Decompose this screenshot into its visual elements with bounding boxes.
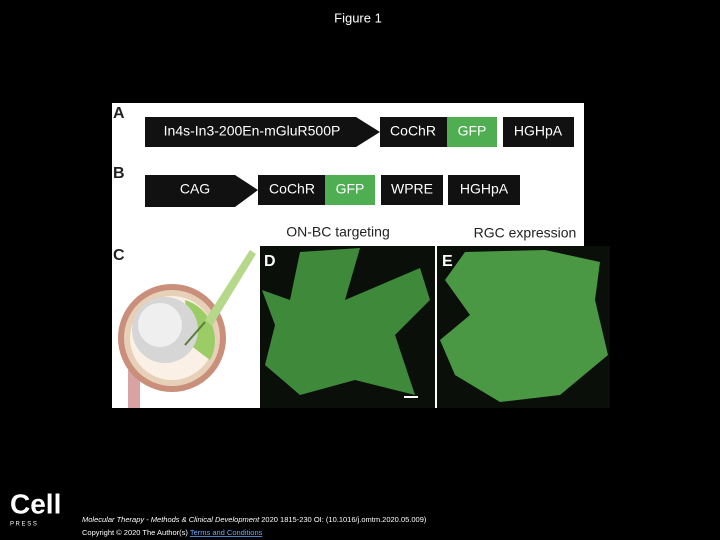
opsin: CoChR [390,123,436,139]
scale-bar [404,396,418,398]
panel-label: D [264,253,276,270]
eye-diagram [118,250,256,408]
copyright: Copyright © 2020 The Author(s) [82,528,188,537]
slide-title: Figure 1 [334,10,382,25]
logo: Cell [10,488,61,519]
terms-link[interactable]: Terms and Conditions [190,528,263,537]
element: WPRE [391,181,433,197]
retina-image [262,248,430,395]
reporter: GFP [458,123,487,139]
panel-label: E [442,253,453,270]
box [325,175,375,205]
image-label: ON-BC targeting [286,224,389,240]
box [448,175,520,205]
box [380,117,447,147]
promoter: CAG [180,181,210,197]
retina-image [440,250,608,402]
citation: 2020 1815-230 OI: (10.1016/j.omtm.2020.0… [261,515,427,524]
copyright-line: Copyright © 2020 The Author(s) Terms and… [82,528,263,537]
box [447,117,497,147]
promoter: In4s-In3-200En-mGluR500P [164,123,341,139]
image-label: RGC expression [474,225,577,241]
box [503,117,574,147]
reporter: GFP [336,181,365,197]
arrow [145,175,258,207]
box [258,175,325,205]
panel-label: C [113,247,125,264]
arrow [145,117,380,147]
opsin: CoChR [269,181,315,197]
box [381,175,443,205]
citation-line: Molecular Therapy - Methods & Clinical D… [82,515,427,524]
logo-sub: P R E S S [10,522,37,528]
polya: HGHpA [514,123,563,139]
journal: Molecular Therapy - Methods & Clinical D… [82,515,260,524]
panel-label: A [113,105,125,122]
panel-label: B [113,165,125,182]
polya: HGHpA [460,181,509,197]
